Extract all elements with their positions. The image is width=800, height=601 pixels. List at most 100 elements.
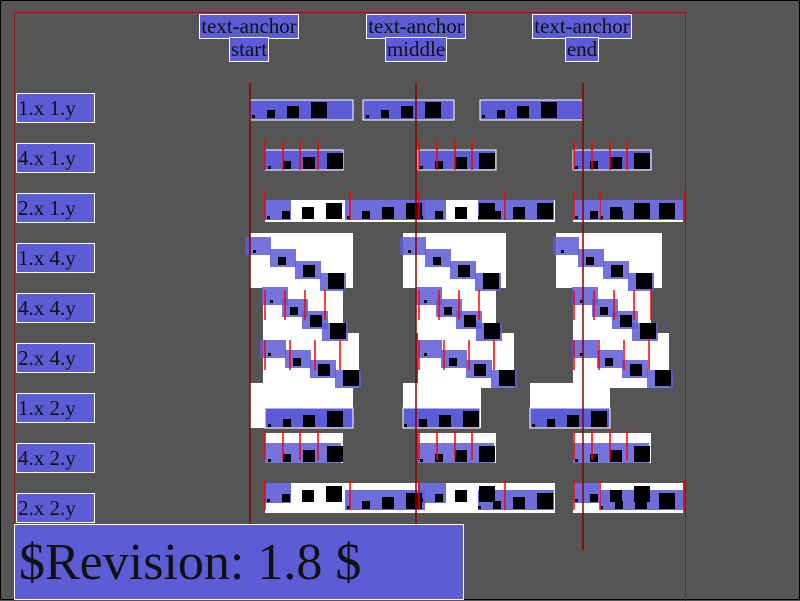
glyph-square	[303, 415, 315, 427]
glyph-square	[586, 257, 594, 265]
glyph-square	[497, 110, 505, 118]
glyph-square	[479, 153, 495, 169]
glyph-square	[499, 370, 515, 386]
glyph-square	[458, 265, 470, 277]
row-label: 1.x 1.y	[16, 93, 95, 123]
glyph-square	[455, 207, 467, 219]
glyph-square	[326, 203, 342, 219]
glyph-square	[600, 506, 603, 509]
glyph-square	[575, 216, 578, 219]
glyph-square	[478, 216, 481, 219]
glyph-square	[303, 265, 315, 277]
glyph-square	[635, 207, 647, 219]
glyph-square	[575, 459, 578, 462]
glyph-square	[347, 216, 350, 219]
glyph-run	[400, 237, 426, 255]
glyph-square	[605, 358, 613, 366]
glyph-square	[659, 203, 675, 219]
glyph-square	[270, 300, 273, 303]
glyph-square	[406, 493, 422, 509]
glyph-square	[268, 424, 271, 427]
column-header-line2: start	[229, 37, 269, 61]
glyph-square	[326, 486, 342, 502]
glyph-square	[362, 501, 370, 509]
column-header-line2: middle	[385, 37, 447, 61]
glyph-run	[249, 99, 354, 121]
glyph-square	[327, 411, 343, 427]
glyph-square	[268, 166, 271, 169]
glyph-square	[655, 370, 671, 386]
glyph-square	[590, 211, 598, 219]
glyph-square	[283, 454, 291, 462]
glyph-square	[311, 102, 327, 118]
glyph-square	[267, 499, 270, 502]
glyph-square	[408, 250, 411, 253]
glyph-square	[513, 497, 525, 509]
glyph-square	[318, 364, 330, 376]
glyph-square	[282, 494, 290, 502]
glyph-square	[455, 157, 467, 169]
glyph-square	[659, 493, 675, 509]
glyph-square	[310, 315, 322, 327]
glyph-square	[547, 419, 555, 427]
row-label: 4.x 1.y	[16, 143, 95, 173]
column-header-start: text-anchor start	[186, 15, 312, 61]
glyph-square	[474, 364, 486, 376]
glyph-square	[347, 506, 350, 509]
glyph-square	[463, 411, 479, 427]
glyph-square	[420, 499, 423, 502]
glyph-square	[439, 415, 451, 427]
glyph-square	[449, 358, 457, 366]
glyph-square	[483, 273, 499, 289]
column-header-line1: text-anchor	[200, 14, 298, 38]
glyph-square	[268, 459, 271, 462]
row-label: 2.x 1.y	[16, 193, 95, 223]
row-label: 1.x 2.y	[16, 393, 95, 423]
glyph-square	[580, 353, 583, 356]
glyph-square	[484, 323, 500, 339]
glyph-square	[420, 166, 423, 169]
glyph-square	[478, 506, 481, 509]
glyph-square	[479, 446, 495, 462]
glyph-run	[260, 340, 286, 358]
glyph-square	[575, 166, 578, 169]
glyph-square	[303, 157, 315, 169]
glyph-square	[630, 364, 642, 376]
glyph-square	[293, 358, 301, 366]
glyph-square	[610, 450, 622, 462]
glyph-square	[267, 110, 275, 118]
glyph-square	[615, 501, 623, 509]
glyph-square	[591, 411, 607, 427]
row-label: 2.x 2.y	[16, 493, 95, 523]
glyph-square	[537, 203, 553, 219]
glyph-square	[444, 307, 452, 315]
glyph-square	[435, 211, 443, 219]
glyph-square	[513, 207, 525, 219]
glyph-square	[532, 424, 535, 427]
glyph-square	[561, 250, 564, 253]
row-label: 4.x 4.y	[16, 293, 95, 323]
glyph-square	[362, 211, 370, 219]
glyph-square	[366, 115, 369, 118]
glyph-square	[590, 161, 598, 169]
glyph-square	[600, 216, 603, 219]
column-header-line1: text-anchor	[367, 14, 465, 38]
glyph-square	[302, 490, 314, 502]
column-header-end: text-anchor end	[519, 15, 645, 61]
glyph-run	[416, 287, 442, 305]
glyph-square	[343, 370, 359, 386]
glyph-square	[600, 307, 608, 315]
glyph-square	[420, 216, 423, 219]
glyph-square	[382, 207, 394, 219]
glyph-square	[435, 454, 443, 462]
glyph-square	[455, 490, 467, 502]
glyph-square	[252, 115, 255, 118]
column-header-middle: text-anchor middle	[353, 15, 479, 61]
glyph-square	[567, 415, 579, 427]
glyph-run	[572, 287, 598, 305]
glyph-run	[416, 340, 442, 358]
test-area-frame	[14, 12, 686, 601]
glyph-square	[615, 211, 623, 219]
